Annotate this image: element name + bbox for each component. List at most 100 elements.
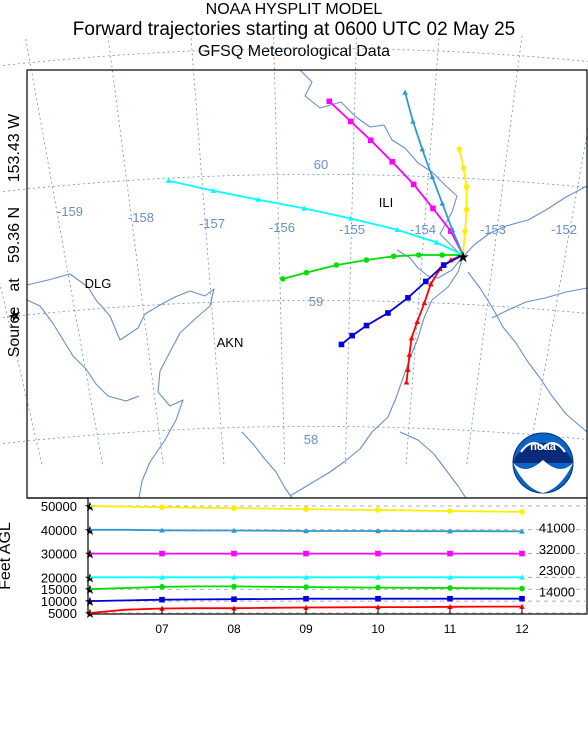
height-tick-label: 20000 <box>41 570 77 585</box>
height-star-icon: ★ <box>84 594 96 609</box>
lon-label: -153 <box>480 222 506 237</box>
time-tick-label: 08 <box>227 622 241 636</box>
square-marker <box>430 205 436 212</box>
square-marker <box>405 295 411 301</box>
square-marker <box>385 310 391 316</box>
parallel-line <box>0 48 588 67</box>
lon-label: -155 <box>339 222 365 237</box>
trajectory-line <box>168 179 464 256</box>
triangle-marker <box>519 574 525 580</box>
time-tick-label: 09 <box>299 622 313 636</box>
square-marker <box>447 595 453 602</box>
square-marker <box>375 595 381 602</box>
square-marker <box>231 596 237 603</box>
circle-marker <box>519 585 525 592</box>
circle-marker <box>519 509 525 515</box>
square-marker <box>159 596 165 603</box>
square-marker <box>519 550 525 557</box>
triangle-marker <box>394 227 401 233</box>
circle-marker <box>303 584 309 590</box>
height-right-label: 23000 <box>539 563 575 578</box>
triangle-marker <box>519 603 525 609</box>
lat-lon-grid <box>0 35 588 465</box>
height-series <box>89 504 525 614</box>
circle-marker <box>303 506 309 512</box>
place-label: DLG <box>85 276 112 291</box>
circle-marker <box>447 585 453 591</box>
meridian-line <box>345 35 357 465</box>
square-marker <box>326 98 333 105</box>
trajectory-line <box>458 149 468 256</box>
circle-marker <box>415 252 422 258</box>
square-marker <box>410 181 417 188</box>
height-tick-label: 15000 <box>41 582 77 597</box>
time-tick-label: 11 <box>444 622 457 636</box>
square-marker <box>363 322 370 329</box>
height-ticks: 50000 ★40000 ★30000 ★20000 ★15000 ★10000 ★5000… <box>41 499 575 621</box>
place-label: ILI <box>379 195 393 210</box>
circle-marker <box>456 146 463 152</box>
time-axis: 07 08 09 10 11 12 <box>155 608 529 636</box>
square-marker <box>231 550 237 557</box>
triangle-marker <box>303 528 309 534</box>
map-labels: -159 -158 -157 -156 -155 -154 -153 -152 60 59 58 <box>57 157 577 447</box>
circle-marker <box>231 583 237 590</box>
lat-label: 58 <box>304 432 318 447</box>
lon-label: -152 <box>551 222 577 237</box>
triangle-marker <box>447 528 453 534</box>
triangle-marker <box>403 379 410 385</box>
triangle-marker <box>428 281 434 287</box>
met-data-title: GFSQ Meteorological Data <box>197 43 391 60</box>
triangle-marker <box>429 174 436 180</box>
triangle-marker <box>210 187 217 193</box>
square-marker <box>367 137 374 144</box>
circle-marker <box>439 252 446 258</box>
circle-marker <box>390 253 397 260</box>
triangle-marker <box>408 335 415 341</box>
square-marker <box>519 595 525 602</box>
lon-label: -154 <box>410 222 436 237</box>
triangle-marker <box>410 118 416 124</box>
circle-marker <box>375 584 381 591</box>
height-right-label: 14000 <box>539 585 575 600</box>
square-marker <box>338 341 345 348</box>
square-marker <box>349 332 355 339</box>
triangle-marker <box>303 574 309 580</box>
triangle-marker <box>159 574 165 580</box>
triangle-marker <box>447 604 453 610</box>
meridian-line <box>190 35 225 465</box>
triangle-marker <box>375 528 381 534</box>
square-marker <box>447 550 453 557</box>
triangle-marker <box>254 196 261 202</box>
triangle-marker <box>303 604 309 610</box>
meridian-line <box>273 35 285 465</box>
meridian-line <box>405 35 440 465</box>
trajectories <box>165 89 470 385</box>
lat-label: 60 <box>314 157 328 172</box>
triangle-marker <box>439 200 446 206</box>
circle-marker <box>159 584 165 590</box>
height-right-label: 32000 <box>539 542 575 557</box>
coastline <box>26 69 588 499</box>
time-tick-label: 12 <box>515 622 529 636</box>
triangle-marker <box>231 574 237 580</box>
height-star-icon: ★ <box>84 582 96 597</box>
square-marker <box>159 550 165 557</box>
circle-marker <box>303 269 310 276</box>
height-tick-label: 5000 <box>48 606 77 621</box>
chart-title: Forward trajectories starting at 0600 UT… <box>72 19 516 40</box>
height-right-label: 41000 <box>539 520 575 535</box>
triangle-marker <box>231 527 237 533</box>
time-tick-label: 10 <box>371 622 385 636</box>
height-profile-panel: 50000 ★40000 ★30000 ★20000 ★15000 ★10000 ★5000… <box>27 497 588 636</box>
lon-label: -158 <box>128 210 154 225</box>
triangle-marker <box>159 527 165 533</box>
circle-marker <box>280 276 286 282</box>
circle-marker <box>462 228 468 234</box>
triangle-marker <box>347 215 354 221</box>
triangle-marker <box>433 239 440 245</box>
trajectory-line <box>328 100 464 256</box>
circle-marker <box>463 206 470 213</box>
circle-marker <box>460 165 467 171</box>
